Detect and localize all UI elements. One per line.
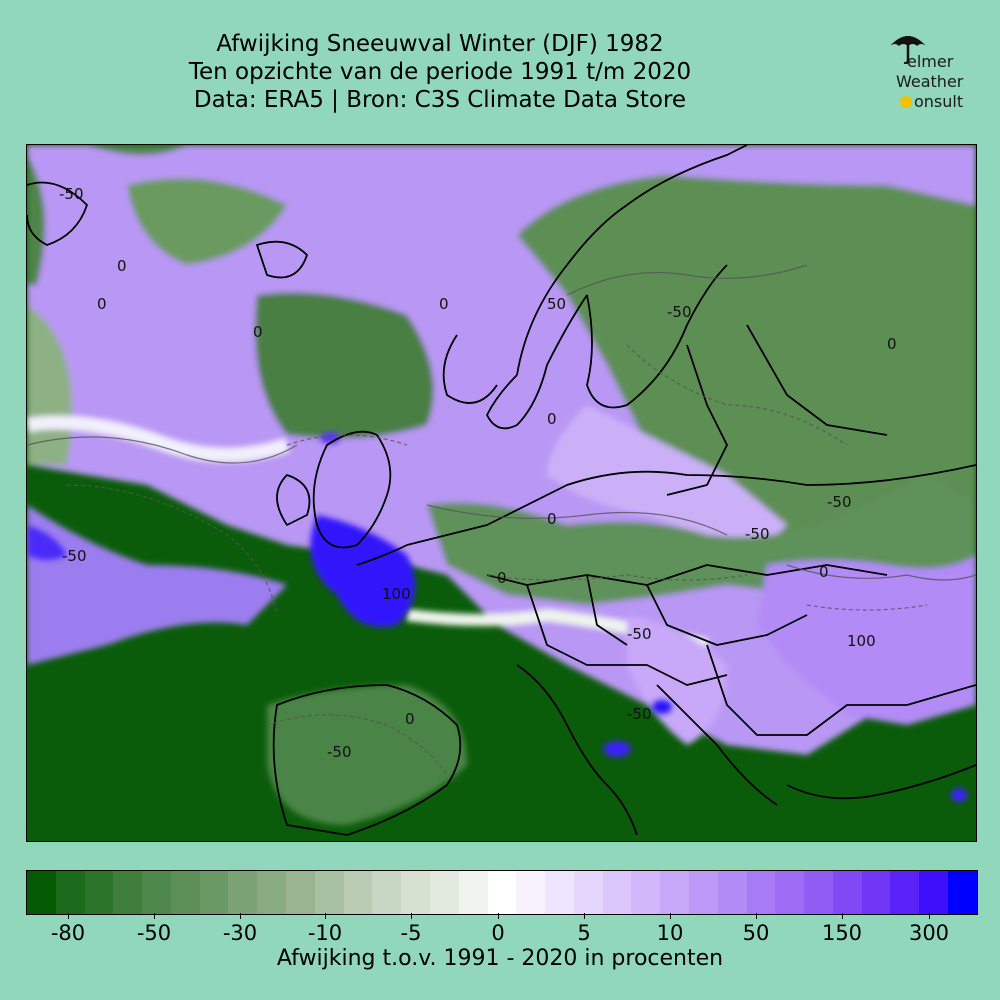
- colorbar-tick-label: 10: [656, 921, 684, 945]
- contour-label: -50: [627, 625, 652, 643]
- colorbar-segment: [948, 871, 977, 914]
- contour-label: 50: [547, 295, 567, 313]
- title-line-2: Ten opzichte van de periode 1991 t/m 202…: [188, 59, 692, 85]
- coastlines: [27, 145, 976, 836]
- contour-label: 0: [97, 295, 107, 313]
- colorbar-segment: [890, 871, 920, 914]
- contour-label: -50: [59, 185, 84, 203]
- sun-icon: [900, 96, 912, 108]
- colorbar-segment: [832, 871, 862, 914]
- colorbar-segment: [573, 871, 603, 914]
- colorbar-tick: [842, 913, 843, 919]
- contour-label: -50: [327, 743, 352, 761]
- colorbar-segment: [55, 871, 85, 914]
- colorbar-segment: [113, 871, 143, 914]
- contour-label: 0: [887, 335, 897, 353]
- contour-label: 100: [847, 632, 876, 650]
- colorbar-segment: [286, 871, 315, 914]
- colorbar-segment: [602, 871, 632, 914]
- colorbar-tick: [240, 913, 241, 919]
- colorbar-segment: [458, 871, 488, 914]
- contour-label: 0: [497, 569, 507, 587]
- colorbar-tick: [929, 913, 930, 919]
- colorbar-tick: [756, 913, 757, 919]
- title-line-1: Afwijking Sneeuwval Winter (DJF) 1982: [216, 31, 664, 57]
- colorbar-segment: [804, 871, 833, 914]
- colorbar-segment: [199, 871, 229, 914]
- colorbar-ticks: -80 -50 -30 -10 -5 0 5 10 50 150 300: [26, 913, 976, 945]
- colorbar-tick: [584, 913, 585, 919]
- contour-label: 0: [117, 257, 127, 275]
- colorbar-segment: [545, 871, 574, 914]
- colorbar-tick: [68, 913, 69, 919]
- colorbar-tick-label: -50: [136, 921, 172, 945]
- contour-label: 0: [547, 510, 557, 528]
- colorbar-tick: [325, 913, 326, 919]
- colorbar: [26, 870, 978, 915]
- logo-text-2: Weather: [896, 72, 964, 91]
- contour-label: 0: [819, 563, 829, 581]
- colorbar-tick-label: 5: [577, 921, 591, 945]
- colorbar-segment: [27, 871, 56, 914]
- anomaly-map: -50 0 -50 0 0 -50 0 -50 0 -50 100 0 -50 0 -50 100 0 -50 0 0…: [26, 144, 977, 842]
- colorbar-segment: [717, 871, 747, 914]
- contour-label: -50: [62, 547, 87, 565]
- colorbar-segment: [142, 871, 171, 914]
- title-line-3: Data: ERA5 | Bron: C3S Climate Data Stor…: [193, 87, 687, 113]
- contour-label: -50: [627, 705, 652, 723]
- colorbar-tick-label: -80: [50, 921, 86, 945]
- colorbar-segment: [429, 871, 459, 914]
- colorbar-segment: [228, 871, 258, 914]
- colorbar-tick-label: -5: [400, 921, 422, 945]
- colorbar-tick-label: 0: [491, 921, 505, 945]
- colorbar-tick: [154, 913, 155, 919]
- colorbar-segment: [919, 871, 948, 914]
- colorbar-segment: [314, 871, 344, 914]
- colorbar-segment: [257, 871, 287, 914]
- colorbar-segment: [343, 871, 373, 914]
- colorbar-segment: [775, 871, 805, 914]
- colorbar-segment: [401, 871, 430, 914]
- contour-label: 0: [253, 323, 263, 341]
- logo-text-1: elmer: [907, 52, 954, 71]
- colorbar-segment: [170, 871, 200, 914]
- colorbar-segment: [516, 871, 546, 914]
- brand-logo: elmer Weather onsult: [884, 30, 976, 116]
- colorbar-segment: [631, 871, 661, 914]
- colorbar-segment: [861, 871, 891, 914]
- colorbar-tick-label: 50: [742, 921, 770, 945]
- contour-label: -50: [827, 493, 852, 511]
- umbrella-icon: [890, 36, 926, 64]
- chart-title: Afwijking Sneeuwval Winter (DJF) 1982 Te…: [0, 30, 880, 114]
- colorbar-segment: [487, 871, 517, 914]
- logo-text-3: onsult: [914, 92, 964, 111]
- colorbar-segment: [660, 871, 689, 914]
- colorbar-tick: [670, 913, 671, 919]
- colorbar-segment: [746, 871, 776, 914]
- contour-label: 0: [439, 295, 449, 313]
- colorbar-tick: [411, 913, 412, 919]
- contour-label: -50: [745, 525, 770, 543]
- colorbar-segment: [84, 871, 114, 914]
- colorbar-tick-label: -10: [307, 921, 343, 945]
- contour-label: 100: [382, 585, 411, 603]
- colorbar-label: Afwijking t.o.v. 1991 - 2020 in procente…: [276, 946, 724, 971]
- colorbar-tick-label: -30: [222, 921, 258, 945]
- colorbar-segment: [372, 871, 402, 914]
- colorbar-tick: [498, 913, 499, 919]
- contour-lines: [27, 264, 976, 776]
- map-svg: [27, 145, 976, 841]
- contour-label: -50: [667, 303, 692, 321]
- colorbar-tick-label: 150: [821, 921, 863, 945]
- contour-label: 0: [405, 710, 415, 728]
- contour-label: 0: [547, 410, 557, 428]
- colorbar-tick-label: 300: [908, 921, 950, 945]
- colorbar-segment: [688, 871, 718, 914]
